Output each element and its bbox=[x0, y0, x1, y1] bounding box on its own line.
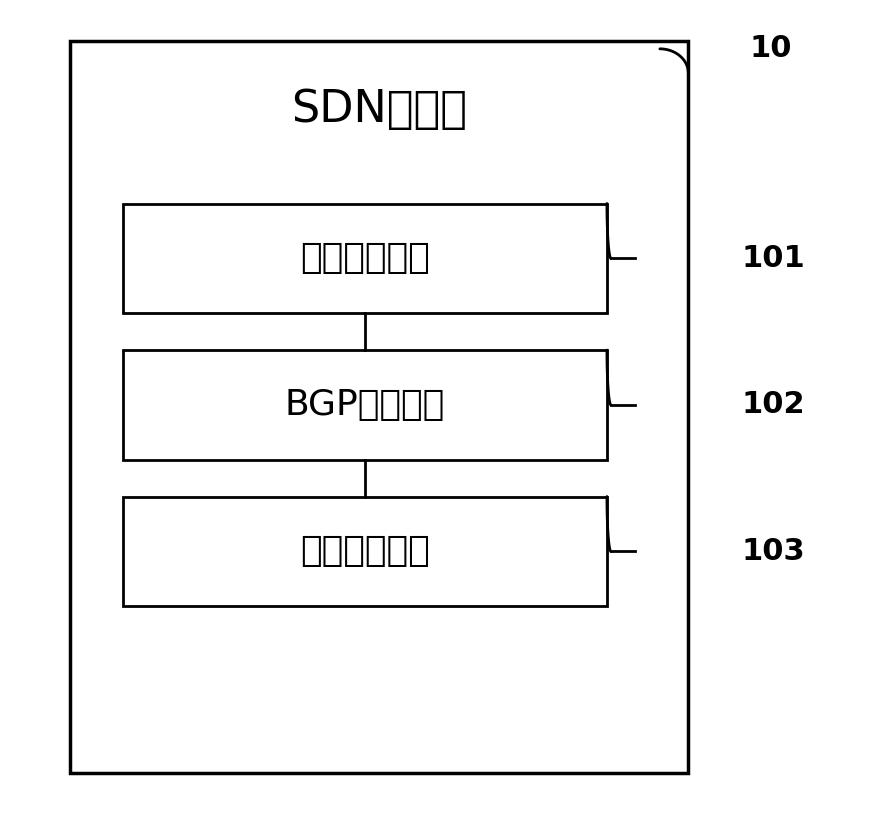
Text: BGP路由模块: BGP路由模块 bbox=[284, 388, 445, 422]
Text: SDN控制器: SDN控制器 bbox=[291, 89, 467, 131]
Bar bbox=[70, 41, 688, 773]
Text: 103: 103 bbox=[741, 537, 805, 566]
Text: 数据处理模块: 数据处理模块 bbox=[300, 242, 430, 275]
Text: 转发控制模块: 转发控制模块 bbox=[300, 535, 430, 568]
Bar bbox=[123, 497, 607, 606]
Text: 101: 101 bbox=[741, 244, 805, 273]
Text: 102: 102 bbox=[741, 391, 805, 419]
Bar bbox=[123, 350, 607, 460]
Bar bbox=[123, 204, 607, 313]
Text: 10: 10 bbox=[749, 34, 792, 63]
